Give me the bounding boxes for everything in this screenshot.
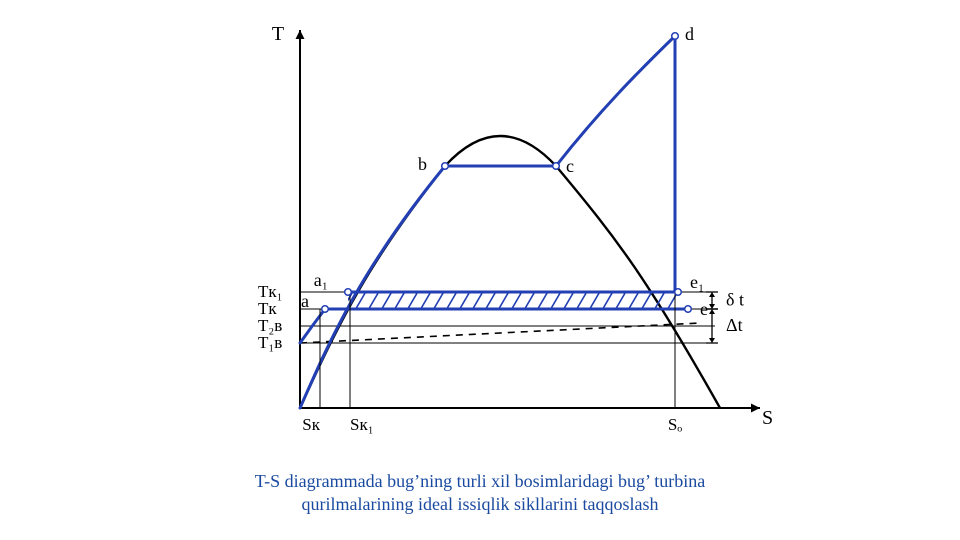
point-label: a bbox=[301, 291, 309, 311]
cycle-point bbox=[322, 306, 329, 313]
ts-diagram-svg: TSTк₁TкT₂вT₁вSкSк₁Sₒaa₁bcdee₁δ tΔt bbox=[0, 0, 960, 540]
cycle-point bbox=[345, 289, 352, 296]
point-label: c bbox=[566, 156, 574, 176]
cycle-point bbox=[672, 33, 679, 40]
delta-label: δ t bbox=[726, 290, 744, 310]
delta-label: Δt bbox=[726, 315, 743, 335]
svg-text:S: S bbox=[762, 407, 773, 429]
point-label: b bbox=[418, 154, 427, 174]
figure-container: TSTк₁TкT₂вT₁вSкSк₁Sₒaa₁bcdee₁δ tΔt T-S d… bbox=[0, 0, 960, 540]
caption-line-2: qurilmalarining ideal issiqlik sikllarin… bbox=[302, 494, 659, 514]
caption-line-1: T-S diagrammada bug’ning turli xil bosim… bbox=[255, 471, 705, 491]
cycle-point bbox=[442, 163, 449, 170]
x-tick-label: Sк₁ bbox=[350, 415, 374, 434]
point-label: d bbox=[685, 24, 694, 44]
cycle-point bbox=[675, 289, 682, 296]
x-tick-label: Sк bbox=[302, 415, 320, 434]
svg-text:T: T bbox=[272, 23, 284, 45]
point-label: e₁ bbox=[690, 272, 704, 292]
x-tick-label: Sₒ bbox=[668, 415, 682, 434]
figure-caption: T-S diagrammada bug’ning turli xil bosim… bbox=[0, 470, 960, 515]
y-tick-label: T₁в bbox=[258, 333, 282, 352]
cycle-point bbox=[685, 306, 692, 313]
point-label: a₁ bbox=[314, 270, 328, 290]
cycle-point bbox=[553, 163, 560, 170]
